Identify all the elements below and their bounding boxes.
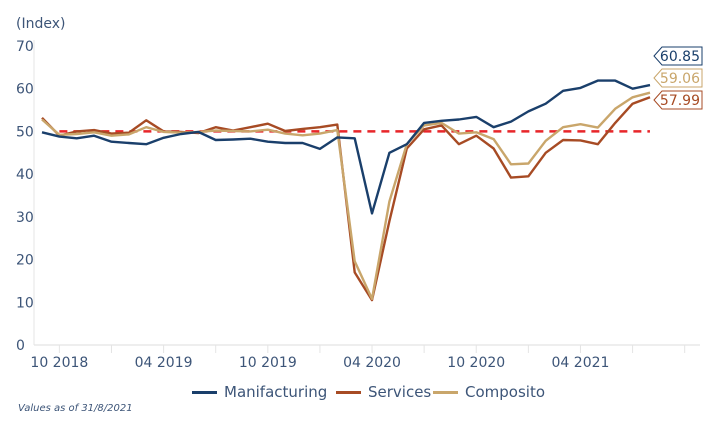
footnote: Values as of 31/8/2021 — [18, 403, 133, 414]
y-tick-label: 0 — [16, 338, 25, 354]
end-label-value: 57.99 — [660, 93, 700, 109]
end-label-value: 59.06 — [660, 71, 700, 87]
legend-swatch-composito — [433, 390, 458, 394]
x-tick-label: 10 2020 — [447, 355, 505, 371]
end-label-box — [653, 46, 703, 66]
legend-swatch-manufacturing — [192, 390, 217, 394]
legend-item-manufacturing[interactable]: Manifacturing — [192, 383, 327, 401]
y-tick-label: 50 — [16, 124, 34, 140]
y-tick-label: 30 — [16, 210, 34, 226]
end-label-box — [653, 68, 703, 88]
x-tick-label: 10 2019 — [239, 355, 297, 371]
y-tick-label: 20 — [16, 253, 34, 269]
y-tick-label: 60 — [16, 82, 34, 98]
series-lines — [41, 79, 651, 302]
end-labels: 60.85 59.06 57.99 — [653, 46, 703, 110]
legend-item-services[interactable]: Services — [336, 383, 431, 401]
legend-label: Composito — [465, 383, 546, 401]
x-tick-label: 04 2021 — [552, 355, 610, 371]
x-tick-label: 04 2020 — [343, 355, 401, 371]
legend-item-composito[interactable]: Composito — [433, 383, 545, 401]
legend-label: Manifacturing — [224, 383, 328, 401]
y-axis: 0 10 20 30 40 50 60 70 — [16, 39, 35, 354]
x-axis: 10 2018 04 2019 10 2019 04 2020 10 2020 04 20… — [30, 344, 700, 371]
y-axis-unit-label: (Index) — [16, 16, 65, 32]
series-line-manifacturing — [41, 79, 651, 215]
y-tick-label: 10 — [16, 295, 34, 311]
y-tick-label: 70 — [16, 39, 34, 55]
legend-label: Services — [368, 383, 432, 401]
x-tick-label: 10 2018 — [30, 355, 88, 371]
series-line-composito — [41, 91, 651, 301]
y-tick-label: 40 — [16, 167, 34, 183]
end-label-value: 60.85 — [660, 49, 700, 65]
legend: Manifacturing Services Composito — [0, 383, 716, 407]
x-tick-label: 04 2019 — [135, 355, 193, 371]
end-label-box — [653, 90, 703, 110]
legend-swatch-services — [336, 390, 361, 394]
